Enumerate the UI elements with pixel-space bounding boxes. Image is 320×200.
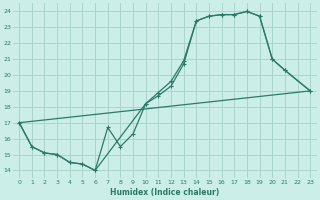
X-axis label: Humidex (Indice chaleur): Humidex (Indice chaleur) (110, 188, 219, 197)
